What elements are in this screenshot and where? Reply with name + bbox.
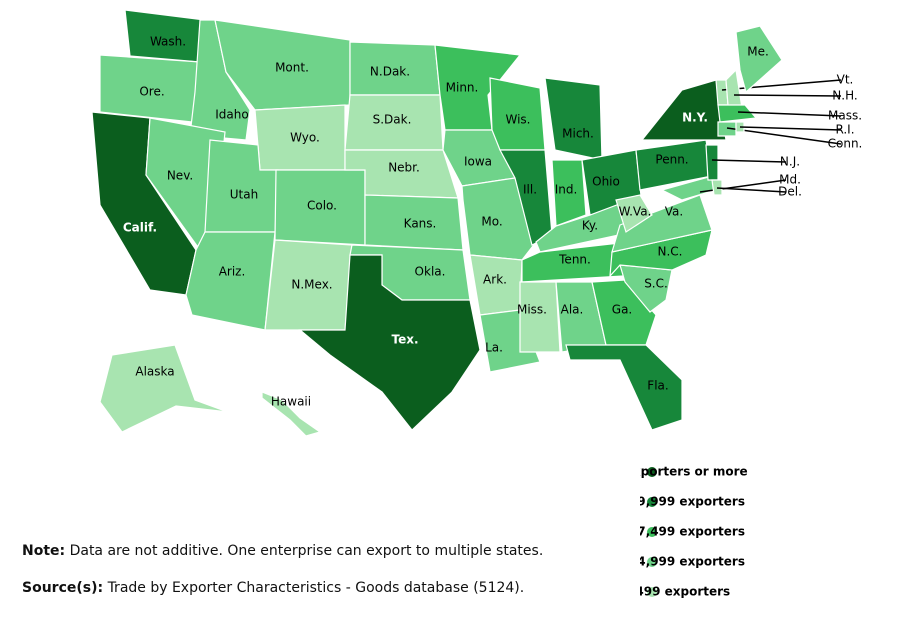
state-label: Wash. bbox=[150, 35, 186, 49]
state-label: Ariz. bbox=[219, 265, 246, 279]
callout-line bbox=[711, 159, 787, 163]
state bbox=[711, 179, 723, 196]
state-label: Ind. bbox=[555, 183, 578, 197]
legend-label: 0 to 2,499 exporters bbox=[640, 585, 730, 599]
state-label: Colo. bbox=[307, 199, 337, 213]
state bbox=[717, 104, 758, 123]
state-label: La. bbox=[485, 341, 503, 355]
legend-label: 2,500 to 4,999 exporters bbox=[640, 555, 745, 569]
state bbox=[591, 279, 657, 346]
state-label: Idaho bbox=[215, 108, 248, 122]
source: Source(s): Trade by Exporter Characteris… bbox=[22, 580, 524, 596]
state-label: R.I. bbox=[835, 123, 854, 137]
legend-label: 10,000 exporters or more bbox=[640, 465, 748, 479]
state-label: Mich. bbox=[562, 127, 594, 141]
state-label: Md. bbox=[779, 173, 801, 187]
state bbox=[99, 344, 229, 433]
callout-line bbox=[733, 94, 842, 97]
state bbox=[717, 121, 737, 137]
state bbox=[725, 68, 743, 109]
legend: 10,000 exporters or more 7,500 to 9,999 e… bbox=[640, 465, 748, 599]
state-label: Ark. bbox=[483, 273, 507, 287]
state-label: Fla. bbox=[647, 379, 668, 393]
state-label: Penn. bbox=[655, 153, 688, 167]
state-label: Calif. bbox=[123, 221, 157, 235]
state-label: Del. bbox=[778, 185, 802, 199]
state bbox=[735, 25, 783, 94]
state-label: W.Va. bbox=[619, 205, 652, 219]
state-label: Hawaii bbox=[271, 395, 311, 409]
legend-swatch bbox=[647, 497, 657, 507]
callout-line bbox=[716, 187, 787, 193]
state bbox=[615, 194, 653, 233]
legend-label: 5,000 to 7,499 exporters bbox=[640, 525, 745, 539]
state-label: Vt. bbox=[837, 73, 854, 87]
legend-swatch bbox=[647, 587, 657, 597]
state bbox=[519, 281, 561, 353]
state bbox=[298, 254, 481, 431]
state-label: Mo. bbox=[481, 215, 502, 229]
state-label: N.Y. bbox=[682, 111, 708, 125]
state-label: Va. bbox=[665, 205, 683, 219]
state-label: Ala. bbox=[561, 303, 584, 317]
state-label: Tenn. bbox=[558, 253, 591, 267]
state-label: Miss. bbox=[517, 303, 547, 317]
callout-line bbox=[739, 126, 842, 131]
state-label: S.C. bbox=[644, 277, 668, 291]
state-label: Nev. bbox=[167, 169, 193, 183]
state-label: Ore. bbox=[139, 85, 164, 99]
state-label: N.Dak. bbox=[370, 65, 410, 79]
state bbox=[611, 194, 713, 253]
map: Wash. Ore. Calif. Idaho Nev. Mont. Wyo. Utah Ari… bbox=[91, 9, 863, 437]
state-label: N.C. bbox=[658, 245, 683, 259]
state bbox=[185, 231, 276, 331]
legend-swatch bbox=[647, 467, 657, 477]
state-label: Kans. bbox=[404, 217, 437, 231]
state-label: Alaska bbox=[135, 365, 174, 379]
callout-line bbox=[721, 79, 842, 91]
state-label: Ky. bbox=[582, 219, 598, 233]
callout-line bbox=[726, 127, 842, 145]
state bbox=[705, 144, 719, 181]
legend-swatch bbox=[647, 527, 657, 537]
state-label: Okla. bbox=[415, 265, 446, 279]
state-label: Ohio bbox=[592, 175, 620, 189]
state-label: Mass. bbox=[828, 109, 862, 123]
state-label: Mont. bbox=[275, 61, 309, 75]
note: Note: Data are not additive. One enterpr… bbox=[22, 543, 543, 559]
state-label: Conn. bbox=[828, 137, 863, 151]
state-label: N.Mex. bbox=[291, 278, 332, 292]
state-label: N.H. bbox=[832, 89, 857, 103]
legend-swatch bbox=[647, 557, 657, 567]
state bbox=[551, 159, 587, 227]
state-label: S.Dak. bbox=[373, 113, 412, 127]
state-label: Wyo. bbox=[290, 131, 320, 145]
state-label: Ga. bbox=[612, 303, 632, 317]
source-text: Trade by Exporter Characteristics - Good… bbox=[107, 580, 525, 596]
state-label: Ill. bbox=[523, 183, 537, 197]
callout-line bbox=[737, 111, 842, 117]
note-text: Data are not additive. One enterprise ca… bbox=[69, 543, 544, 559]
state-label: Wis. bbox=[505, 113, 530, 127]
state-label: Utah bbox=[230, 188, 258, 202]
legend-label: 7,500 to 9,999 exporters bbox=[640, 495, 745, 509]
state-label: Minn. bbox=[446, 81, 479, 95]
source-label: Source(s): bbox=[22, 580, 104, 596]
state bbox=[544, 77, 603, 161]
state-label: N.J. bbox=[780, 155, 800, 169]
state-label: Tex. bbox=[391, 333, 418, 347]
state bbox=[565, 344, 683, 431]
note-label: Note: bbox=[22, 543, 66, 559]
state-label: Nebr. bbox=[388, 161, 420, 175]
state-label: Me. bbox=[747, 45, 769, 59]
state bbox=[261, 391, 322, 437]
state-label: Iowa bbox=[464, 155, 492, 169]
